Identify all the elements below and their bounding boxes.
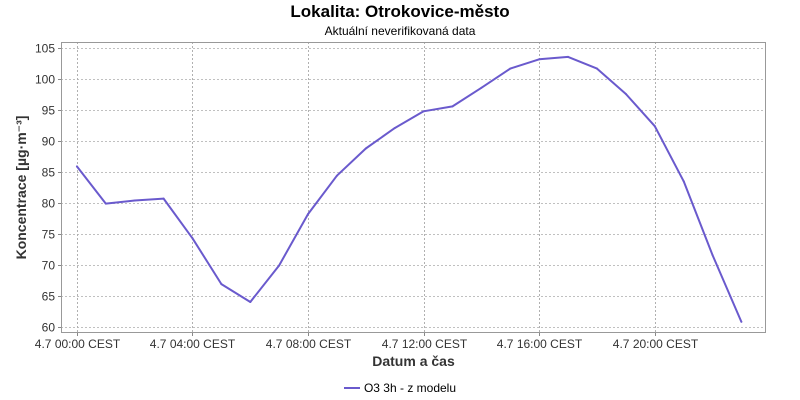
y-tick-label: 75 [42, 228, 56, 242]
data-point [509, 67, 512, 70]
data-point [307, 213, 309, 216]
x-tick-label: 4.7 20:00 CEST [613, 337, 699, 351]
grid [61, 42, 766, 333]
data-point [711, 254, 714, 256]
data-point [393, 127, 396, 130]
data-point [364, 147, 367, 150]
data-point [191, 237, 194, 240]
x-axis-label: Datum a čas [372, 353, 455, 369]
data-point [162, 197, 165, 200]
series-layer [75, 55, 743, 323]
data-point [480, 86, 483, 89]
y-tick-label: 100 [35, 73, 55, 87]
chart-title: Lokalita: Otrokovice-město [290, 2, 510, 21]
y-tick-label: 105 [35, 42, 55, 56]
data-point [740, 320, 743, 323]
y-axis: 60 65 70 75 80 85 90 95 100 105 [35, 42, 61, 335]
data-point [567, 55, 570, 58]
y-tick-label: 65 [42, 290, 56, 304]
y-tick-label: 80 [42, 197, 56, 211]
data-point [624, 93, 627, 95]
series-line [76, 55, 743, 323]
x-tick-label: 4.7 00:00 CEST [35, 337, 121, 351]
y-tick-label: 70 [42, 259, 56, 273]
legend: O3 3h - z modelu [0, 381, 800, 395]
legend-swatch [343, 386, 360, 389]
data-point [133, 199, 136, 202]
x-tick-label: 4.7 04:00 CEST [150, 337, 236, 351]
legend-label: O3 3h - z modelu [363, 381, 457, 395]
data-point [104, 202, 107, 205]
data-point [653, 125, 656, 128]
data-point [278, 264, 281, 267]
y-axis-label: Koncentrace [µg·m⁻³] [13, 116, 29, 260]
y-tick-label: 85 [42, 166, 56, 180]
x-tick-label: 4.7 12:00 CEST [382, 337, 468, 351]
data-point [422, 110, 425, 113]
plot-area [61, 42, 766, 333]
data-point [75, 165, 78, 168]
chart-subtitle: Aktuální neverifikovaná data [324, 24, 476, 38]
y-tick-label: 60 [42, 321, 56, 335]
plot-border [61, 42, 766, 333]
x-tick-label: 4.7 16:00 CEST [497, 337, 583, 351]
x-tick-label: 4.7 08:00 CEST [266, 337, 352, 351]
data-point [451, 105, 454, 108]
data-point [538, 58, 541, 61]
y-tick-label: 95 [42, 104, 56, 118]
data-point [596, 67, 598, 70]
x-axis: 4.7 00:00 CEST 4.7 04:00 CEST 4.7 08:00 CE… [35, 333, 699, 351]
data-point [249, 301, 252, 303]
data-point [682, 180, 685, 183]
y-tick-label: 90 [42, 135, 56, 149]
data-point [335, 174, 338, 177]
data-point [220, 283, 223, 286]
